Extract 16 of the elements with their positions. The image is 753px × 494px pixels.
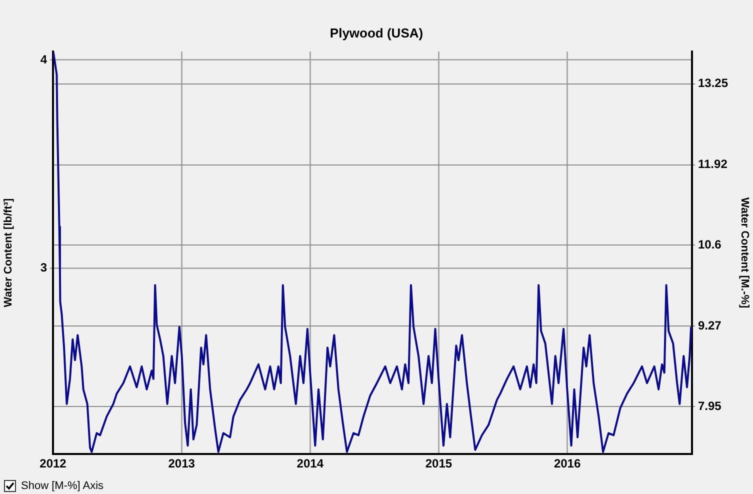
x-tick-label: 2012 (40, 456, 67, 471)
y-axis-title: Water Content [lb/ft³] (2, 198, 15, 308)
x-tick-label: 2014 (296, 456, 324, 471)
y2-tick-label: 7.95 (698, 398, 722, 413)
text: Show [M-%] Axis (21, 480, 104, 492)
y2-axis-title: Water Content [M.-%] (738, 197, 750, 309)
chart-title: Plywood (USA) (330, 25, 424, 40)
x-tick-label: 2016 (554, 456, 581, 471)
y-tick-label: 4 (40, 52, 48, 66)
y2-tick-label: 13.25 (698, 76, 728, 90)
y2-tick-label: 10.6 (698, 238, 722, 252)
y-tick-label: 3 (40, 260, 48, 275)
y2-tick-label: 9.27 (698, 318, 722, 332)
y2-tick-label: 11.92 (698, 157, 728, 172)
x-tick-label: 2015 (425, 456, 452, 471)
x-tick-label: 2013 (168, 456, 196, 471)
